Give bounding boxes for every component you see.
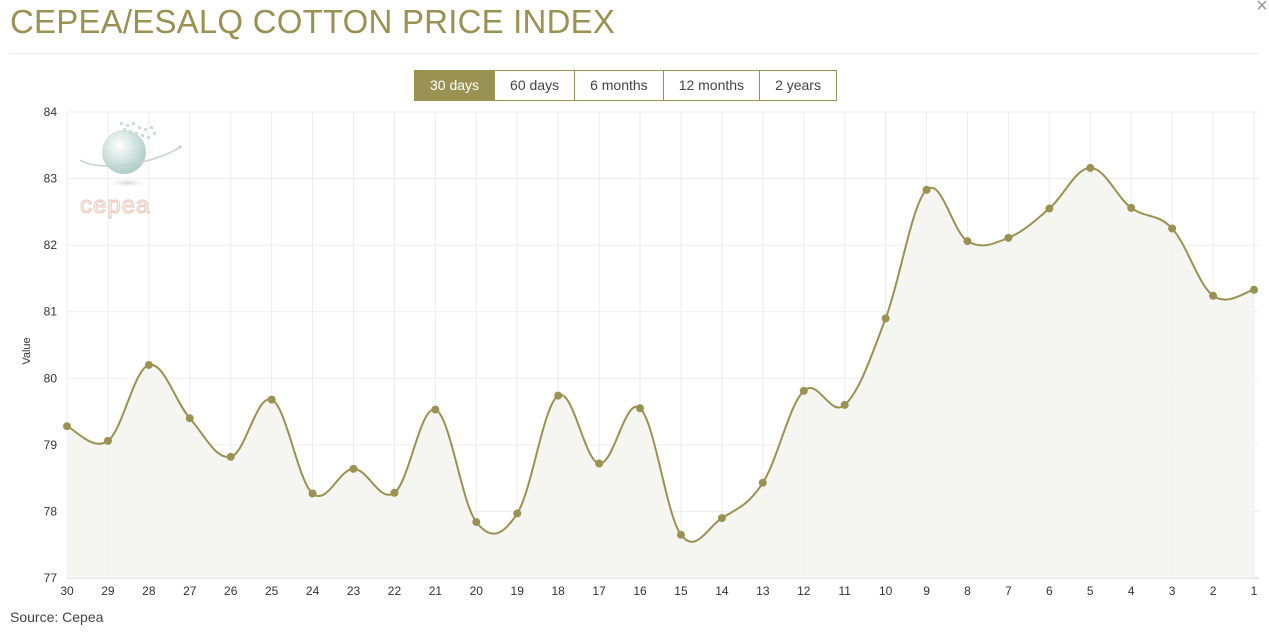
data-point[interactable] xyxy=(1250,285,1258,294)
range-12-months-button[interactable]: 12 months xyxy=(662,71,760,100)
range-6-months-button[interactable]: 6 months xyxy=(574,71,663,100)
x-tick-label: 7 xyxy=(1005,584,1012,598)
x-tick-label: 25 xyxy=(265,584,279,598)
data-point[interactable] xyxy=(963,237,972,246)
x-tick-label: 6 xyxy=(1046,584,1053,598)
logo-orbit-dot xyxy=(178,145,182,149)
x-tick-label: 10 xyxy=(879,584,893,598)
data-point[interactable] xyxy=(1127,203,1136,212)
x-tick-label: 19 xyxy=(511,584,525,598)
page-title: CEPEA/ESALQ COTTON PRICE INDEX xyxy=(10,3,616,40)
close-icon[interactable]: × xyxy=(1256,0,1268,17)
x-tick-label: 9 xyxy=(923,584,930,598)
y-axis-title: Value xyxy=(21,337,33,364)
data-point[interactable] xyxy=(349,464,358,473)
x-tick-label: 18 xyxy=(551,584,565,598)
data-point[interactable] xyxy=(308,489,317,498)
x-axis-labels: 30 29 28 27 26 25 24 23 22 21 20 19 18 17 16 15 14 13 12 11… xyxy=(60,584,1257,598)
y-axis-labels: 77 78 79 80 81 82 83 84 xyxy=(44,105,58,585)
y-tick-label: 81 xyxy=(44,305,58,319)
data-point[interactable] xyxy=(1168,224,1177,233)
y-tick-label: 82 xyxy=(44,238,58,252)
data-point[interactable] xyxy=(881,314,890,323)
x-tick-label: 29 xyxy=(101,584,115,598)
y-tick-label: 83 xyxy=(44,172,58,186)
data-point[interactable] xyxy=(226,452,235,461)
data-point[interactable] xyxy=(595,459,604,468)
logo-pixels xyxy=(120,122,156,139)
x-tick-label: 12 xyxy=(797,584,811,598)
series-points xyxy=(63,163,1258,539)
data-point[interactable] xyxy=(1045,204,1054,213)
data-point[interactable] xyxy=(1004,233,1013,242)
data-point[interactable] xyxy=(144,360,153,369)
data-point[interactable] xyxy=(513,509,522,518)
x-tick-label: 8 xyxy=(964,584,971,598)
data-point[interactable] xyxy=(103,436,112,445)
cepea-logo: cepea xyxy=(79,122,182,220)
data-point[interactable] xyxy=(676,530,685,539)
title-divider xyxy=(10,53,1259,54)
y-tick-label: 84 xyxy=(44,105,58,119)
data-point[interactable] xyxy=(799,386,808,395)
x-tick-label: 5 xyxy=(1087,584,1094,598)
logo-shadow xyxy=(105,178,149,188)
range-30-days-button[interactable]: 30 days xyxy=(415,71,495,100)
data-point[interactable] xyxy=(63,422,71,431)
y-tick-label: 79 xyxy=(44,438,58,452)
x-tick-label: 28 xyxy=(142,584,156,598)
logo-text: cepea xyxy=(80,192,150,219)
x-tick-label: 15 xyxy=(674,584,688,598)
logo-globe-icon xyxy=(102,130,146,174)
data-point[interactable] xyxy=(717,514,726,523)
x-tick-label: 22 xyxy=(388,584,402,598)
x-tick-label: 14 xyxy=(715,584,729,598)
logo-orbit xyxy=(79,146,181,167)
data-point[interactable] xyxy=(636,404,645,413)
x-tick-label: 11 xyxy=(838,584,851,598)
data-point[interactable] xyxy=(267,395,276,404)
y-tick-label: 80 xyxy=(44,371,58,385)
x-tick-label: 27 xyxy=(183,584,197,598)
x-tick-label: 1 xyxy=(1251,584,1258,598)
data-point[interactable] xyxy=(554,391,563,400)
x-tick-label: 3 xyxy=(1169,584,1176,598)
x-tick-label: 2 xyxy=(1210,584,1217,598)
price-chart: cepea 30 29 28 27 26 25 24 23 22 21 20 19 18 17 16 15 14… xyxy=(21,105,1259,598)
data-point[interactable] xyxy=(472,518,481,527)
y-tick-label: 78 xyxy=(44,504,58,518)
data-point[interactable] xyxy=(390,488,399,497)
range-selector: 30 days 60 days 6 months 12 months 2 yea… xyxy=(414,70,837,101)
data-point[interactable] xyxy=(840,400,849,409)
data-point[interactable] xyxy=(185,414,194,423)
data-point[interactable] xyxy=(758,478,767,487)
x-tick-label: 16 xyxy=(633,584,647,598)
source-note: Source: Cepea xyxy=(10,609,104,625)
data-point[interactable] xyxy=(922,185,931,194)
x-tick-label: 20 xyxy=(470,584,484,598)
x-tick-label: 24 xyxy=(306,584,320,598)
x-tick-label: 17 xyxy=(592,584,606,598)
x-tick-label: 4 xyxy=(1128,584,1135,598)
x-tick-label: 13 xyxy=(756,584,770,598)
x-tick-label: 23 xyxy=(347,584,361,598)
data-point[interactable] xyxy=(1209,291,1218,300)
data-point[interactable] xyxy=(431,405,440,414)
range-2-years-button[interactable]: 2 years xyxy=(759,71,836,100)
x-tick-label: 21 xyxy=(429,584,443,598)
x-tick-label: 30 xyxy=(60,584,74,598)
range-60-days-button[interactable]: 60 days xyxy=(494,71,575,100)
x-tick-label: 26 xyxy=(224,584,238,598)
y-tick-label: 77 xyxy=(44,571,58,585)
series-area xyxy=(67,167,1254,579)
data-point[interactable] xyxy=(1086,163,1095,172)
